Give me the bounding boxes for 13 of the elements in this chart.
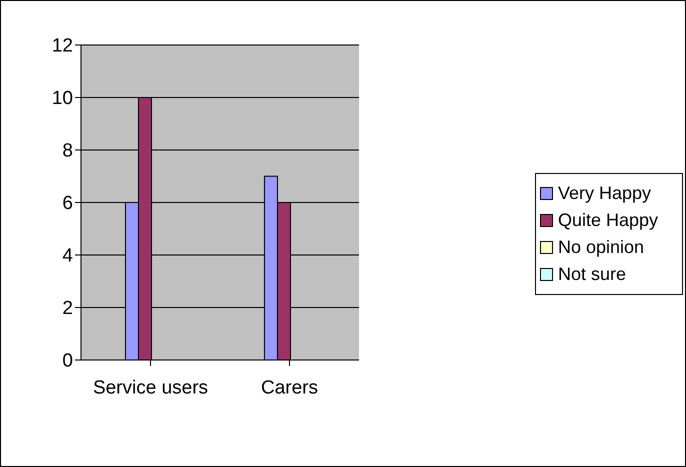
y-tick-label: 4 [62, 246, 74, 267]
y-tick-label: 2 [62, 298, 73, 320]
legend-label: Not sure [558, 264, 626, 284]
y-tick-label: 12 [52, 36, 73, 57]
legend-label: No opinion [558, 236, 644, 258]
x-tick-label: Service users [92, 377, 208, 398]
legend-label: Quite Happy [558, 210, 658, 230]
y-tick-label: 6 [62, 193, 73, 214]
legend-label: Very Happy [558, 182, 652, 204]
y-tick-label: 8 [62, 140, 73, 162]
x-tick-label: Carers [260, 377, 318, 398]
y-tick-label: 0 [62, 350, 73, 372]
y-tick-label: 10 [52, 88, 73, 110]
